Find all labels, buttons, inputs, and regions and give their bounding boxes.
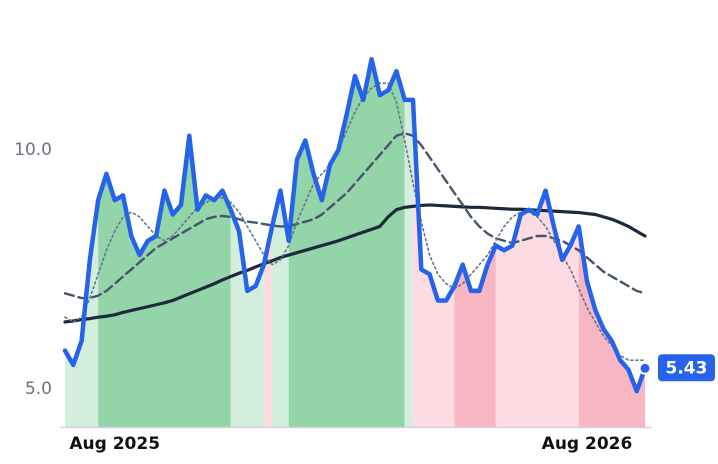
zone-area <box>98 135 231 427</box>
zone-area <box>404 99 413 428</box>
zone-area <box>272 190 289 427</box>
last-value-badge <box>658 354 715 382</box>
zone-area <box>413 99 455 428</box>
zone-area <box>65 200 99 427</box>
x-tick-label: Aug 2026 <box>542 434 633 454</box>
last-value-label: 5.43 <box>666 358 708 378</box>
last-point <box>638 361 652 375</box>
x-tick-label: Aug 2025 <box>69 434 160 454</box>
zone-area <box>454 245 496 427</box>
zone-area <box>578 226 645 427</box>
zone-area <box>288 59 405 427</box>
zone-area <box>230 209 264 427</box>
series-line <box>63 132 647 300</box>
y-tick-label: 5.0 <box>25 379 52 399</box>
zone-area <box>263 226 273 427</box>
series-line <box>64 82 646 361</box>
zone-area <box>495 190 579 427</box>
series-line <box>62 57 648 394</box>
y-tick-label: 10.0 <box>14 140 52 160</box>
